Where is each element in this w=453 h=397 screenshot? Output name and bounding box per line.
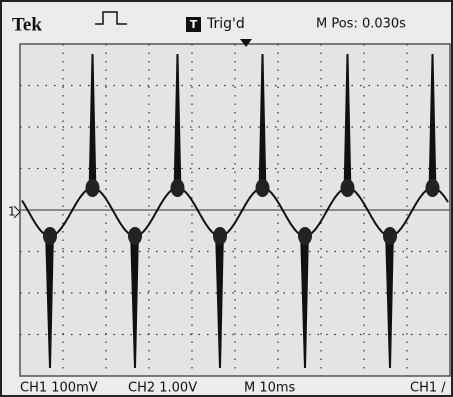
spike-blob bbox=[86, 179, 100, 197]
spike-blob bbox=[213, 227, 227, 245]
page: Tek T Trig'd M Pos: 0.030s 1 CH1 100mV C… bbox=[0, 0, 453, 397]
trigger-status: Trig'd bbox=[206, 16, 245, 32]
scope-screen: Tek T Trig'd M Pos: 0.030s 1 CH1 100mV C… bbox=[0, 0, 453, 397]
horizontal-position: M Pos: 0.030s bbox=[316, 17, 406, 32]
spike-blob bbox=[256, 179, 270, 197]
spike-blob bbox=[43, 227, 57, 245]
spike-blob bbox=[128, 227, 142, 245]
spike-blob bbox=[383, 227, 397, 245]
spike-blob bbox=[426, 179, 440, 197]
brand: Tek bbox=[12, 14, 42, 35]
trigger-icon: T bbox=[190, 18, 198, 31]
timebase: M 10ms bbox=[244, 381, 296, 396]
ch1-scale: CH1 100mV bbox=[20, 381, 98, 396]
spike-blob bbox=[171, 179, 185, 197]
spike-blob bbox=[298, 227, 312, 245]
ch2-scale: CH2 1.00V bbox=[128, 381, 197, 396]
trigger-source: CH1 / bbox=[410, 381, 446, 396]
spike-blob bbox=[341, 179, 355, 197]
